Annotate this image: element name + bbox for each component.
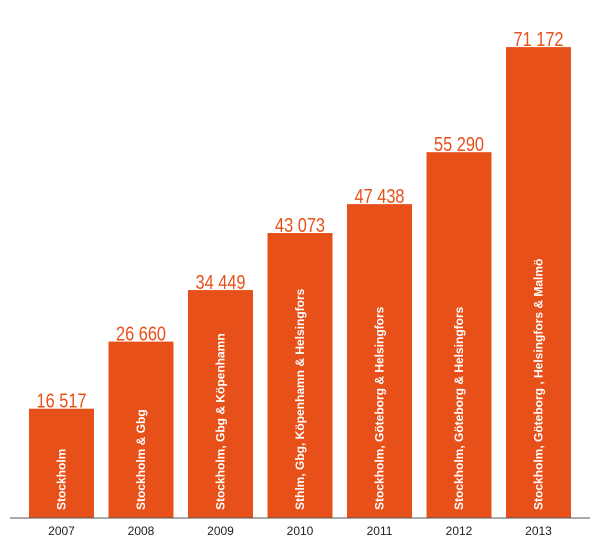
- bar-group-2012: 55 290 Stockholm, Göteborg & Helsingfors 2…: [426, 134, 492, 538]
- bar-text-2013: Stockholm, Göteborg , Helsingfors & Malm…: [532, 259, 546, 510]
- value-label-2011: 47 438: [355, 186, 405, 208]
- bar-2012: [426, 152, 492, 518]
- bar-text-2011: Stockholm, Göteborg & Helsingfors: [373, 306, 387, 510]
- x-tick-label-2008: 2008: [128, 524, 155, 538]
- value-label-2008: 26 660: [116, 324, 166, 346]
- bar-text-2008: Stockholm & Gbg: [134, 409, 148, 510]
- bar-2009: [188, 290, 253, 518]
- value-label-2007: 16 517: [37, 391, 87, 413]
- value-label-2013: 71 172: [514, 29, 564, 51]
- bar-2008: [108, 341, 174, 518]
- bar-text-2012: Stockholm, Göteborg & Helsingfors: [452, 306, 466, 510]
- bar-text-2010: Sthlm, Gbg, Köpenhamn & Helsingfors: [293, 288, 307, 510]
- x-tick-label-2011: 2011: [367, 524, 393, 538]
- bar-2013: [506, 47, 571, 518]
- x-tick-label-2009: 2009: [207, 524, 234, 538]
- bar-text-2007: Stockholm: [55, 449, 69, 510]
- bar-2010: [267, 233, 333, 519]
- bar-group-2008: 26 660 Stockholm & Gbg 2008: [108, 324, 174, 538]
- x-tick-label-2010: 2010: [287, 524, 314, 538]
- bar-2007: [29, 408, 94, 518]
- bar-group-2009: 34 449 Stockholm, Gbg & Köpenhamn 2009: [188, 272, 253, 538]
- bars-group: 16 517 Stockholm 2007 26 660 Stockholm & Gbg…: [29, 29, 571, 538]
- bar-group-2011: 47 438 Stockholm, Göteborg & Helsingfors 2…: [347, 186, 412, 538]
- value-label-2009: 34 449: [196, 272, 246, 294]
- bar-text-2009: Stockholm, Gbg & Köpenhamn: [214, 333, 228, 510]
- bar-group-2010: 43 073 Sthlm, Gbg, Köpenhamn & Helsingfor…: [267, 215, 333, 538]
- value-label-2010: 43 073: [275, 215, 325, 237]
- bar-2011: [347, 204, 412, 518]
- x-tick-label-2007: 2007: [48, 524, 75, 538]
- x-tick-label-2013: 2013: [525, 524, 552, 538]
- value-label-2012: 55 290: [434, 134, 484, 156]
- bar-group-2013: 71 172 Stockholm, Göteborg , Helsingfors …: [506, 29, 571, 538]
- x-tick-label-2012: 2012: [446, 524, 473, 538]
- bar-group-2007: 16 517 Stockholm 2007: [29, 391, 94, 538]
